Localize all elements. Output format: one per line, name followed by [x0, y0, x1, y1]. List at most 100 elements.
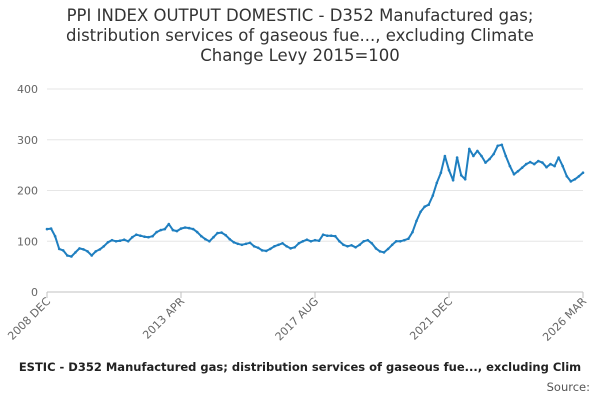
data-point [61, 249, 65, 252]
data-point [541, 161, 544, 164]
x-tick-label: 2021 DEC [407, 295, 455, 343]
data-point [252, 245, 256, 248]
data-point [524, 162, 528, 166]
gridlines [47, 88, 583, 293]
data-point [74, 251, 77, 254]
data-point [70, 255, 73, 258]
data-point [394, 240, 398, 243]
data-point [439, 171, 443, 174]
data-point [297, 242, 301, 245]
data-point [537, 159, 540, 163]
data-point [488, 157, 491, 161]
data-point [561, 164, 564, 168]
data-point [167, 222, 171, 226]
data-point [459, 174, 463, 177]
data-point [216, 231, 219, 235]
data-point [346, 245, 349, 248]
data-point [171, 228, 175, 232]
data-point [305, 238, 309, 241]
data-point [370, 242, 374, 245]
data-point [102, 245, 106, 248]
data-point [321, 233, 325, 236]
data-point [512, 173, 516, 176]
data-point [366, 238, 370, 242]
data-point [451, 179, 455, 182]
data-point [338, 240, 341, 243]
data-point [82, 248, 85, 251]
data-point [378, 250, 382, 253]
data-point [317, 239, 321, 242]
data-point [301, 240, 305, 243]
data-point [484, 161, 487, 164]
data-point [78, 247, 81, 250]
data-point [66, 254, 69, 257]
y-tick-label: 200 [17, 185, 38, 198]
data-point [285, 245, 288, 248]
data-point [110, 238, 114, 242]
data-point [516, 169, 520, 173]
data-point [407, 237, 410, 240]
data-point [236, 242, 240, 246]
chart-title-line: Change Levy 2015=100 [200, 46, 400, 65]
data-point [232, 241, 236, 244]
data-point [528, 160, 532, 164]
data-point [114, 240, 118, 243]
data-point [545, 165, 548, 169]
data-point [549, 162, 552, 166]
x-tick-label: 2008 DEC [5, 295, 53, 343]
data-point [508, 164, 512, 168]
data-point [476, 149, 479, 153]
y-tick-label: 0 [31, 286, 38, 299]
data-point [191, 227, 195, 231]
data-point [228, 237, 231, 241]
data-point [557, 156, 560, 159]
data-point [86, 250, 89, 253]
data-point [443, 154, 447, 158]
data-point [500, 143, 504, 147]
data-point [419, 210, 422, 214]
data-point [492, 152, 496, 156]
data-point [98, 248, 102, 251]
data-point [435, 181, 439, 185]
series-footer-label: ESTIC - D352 Manufactured gas; distribut… [0, 360, 600, 374]
data-point [520, 166, 524, 169]
data-point [208, 240, 211, 243]
data-point [342, 243, 345, 247]
data-point [183, 226, 187, 229]
data-point [447, 168, 451, 172]
data-point [427, 203, 431, 206]
data-point [122, 238, 126, 241]
data-point [358, 243, 362, 247]
data-point [390, 243, 394, 247]
data-point [533, 162, 536, 166]
data-point [248, 241, 252, 245]
data-point [313, 238, 317, 242]
data-point [472, 154, 475, 158]
data-point [143, 235, 146, 238]
data-point [403, 238, 406, 242]
data-point [277, 243, 280, 247]
data-point [569, 180, 573, 183]
data-point [240, 243, 244, 247]
data-point [256, 246, 260, 250]
data-point [131, 235, 134, 239]
chart-title: PPI INDEX OUTPUT DOMESTIC - D352 Manufac… [0, 6, 600, 66]
x-tick-label: 2013 APR [140, 295, 187, 342]
series-layer [45, 143, 585, 258]
data-point [496, 144, 500, 148]
y-tick-label: 100 [17, 235, 38, 248]
chart-title-line: distribution services of gaseous fue...,… [66, 26, 534, 45]
data-point [463, 178, 467, 181]
data-point [90, 254, 93, 257]
data-point [200, 234, 203, 238]
data-point [45, 227, 49, 231]
data-point [224, 233, 227, 237]
data-point [94, 250, 97, 253]
data-point [334, 234, 337, 238]
data-point [374, 247, 378, 250]
data-point [57, 247, 61, 251]
data-point [175, 229, 179, 233]
data-point [577, 175, 581, 178]
data-point [350, 244, 353, 247]
